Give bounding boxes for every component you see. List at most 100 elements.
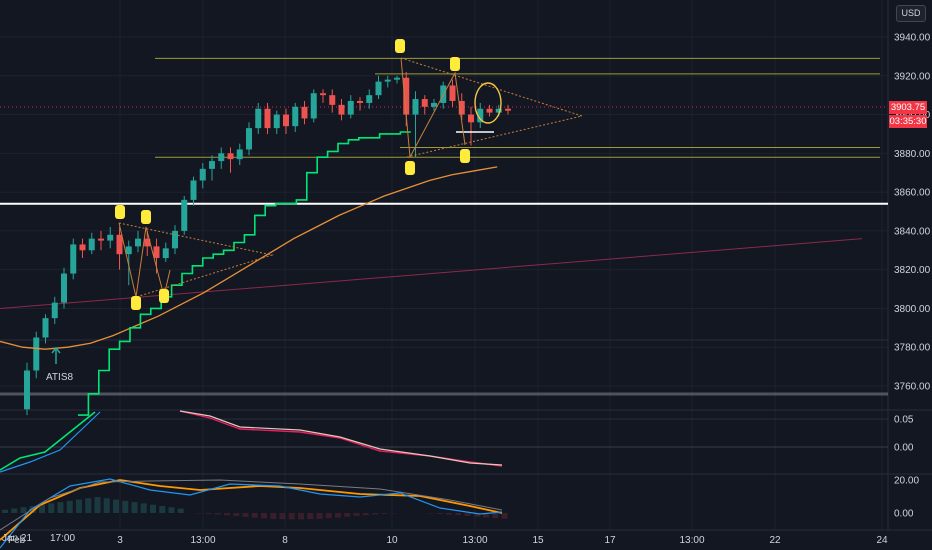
candle-body (384, 79, 391, 82)
histogram-bar (242, 513, 249, 517)
histogram-bar (159, 505, 166, 513)
pivot-marker[interactable] (405, 161, 415, 175)
candle-body (310, 93, 317, 119)
candle-body (79, 244, 86, 251)
candle-body (190, 180, 197, 200)
candle-body (412, 99, 419, 115)
histogram-bar (501, 513, 508, 519)
trend-line (0, 238, 863, 309)
candle-body (107, 234, 114, 241)
candle-body (255, 108, 262, 129)
histogram-bar (122, 500, 129, 513)
candle-body (199, 168, 206, 181)
histogram-bar (177, 508, 184, 513)
histogram-bar (224, 513, 230, 516)
time-tick-label: 13:00 (679, 535, 704, 546)
candle-body (403, 77, 410, 115)
oscillator-line (0, 411, 96, 471)
candle-body (366, 95, 373, 103)
candle-body (218, 153, 225, 162)
bar-countdown-tag: 03:35:30 (889, 115, 927, 128)
pivot-marker[interactable] (395, 39, 405, 53)
histogram-bar (344, 513, 351, 517)
crosshair-date-label: Jan 21 (2, 533, 32, 544)
pivot-marker[interactable] (460, 149, 470, 163)
histogram-bar (362, 513, 369, 516)
candle-body (116, 234, 123, 255)
candle-body (227, 153, 234, 160)
candle-body (329, 95, 336, 105)
candle-body (273, 114, 280, 129)
time-tick-label: 8 (282, 535, 288, 546)
pivot-marker[interactable] (115, 205, 125, 219)
histogram-bar (140, 503, 147, 513)
histogram-bar (94, 497, 101, 513)
histogram-bar (335, 513, 341, 518)
main-price-pane[interactable]: ATIS8 (0, 39, 888, 416)
macd-slow-line (0, 479, 503, 531)
histogram-bar (298, 513, 304, 520)
histogram-bar (261, 513, 267, 519)
candle-body (51, 302, 58, 319)
oscillator-pane[interactable] (0, 410, 888, 473)
macd-pane[interactable] (0, 478, 508, 549)
histogram-bar (455, 513, 462, 516)
pivot-marker[interactable] (450, 57, 460, 71)
candle-body (357, 100, 363, 103)
price-tick-label: 3940.00 (894, 33, 931, 44)
oscillator-pink-line (179, 410, 503, 467)
candle-body (449, 85, 456, 101)
candle-body (347, 100, 354, 115)
candle-body (61, 273, 67, 303)
candle-body (458, 100, 465, 115)
histogram-bar (316, 513, 323, 519)
osc-tick-label: 0.00 (894, 443, 914, 454)
wave-zigzag (118, 222, 171, 298)
histogram-bar (2, 509, 8, 513)
time-tick-label: Feb (8, 535, 26, 546)
candle-body (246, 128, 252, 150)
candle-body (98, 238, 104, 241)
crosshair-time-label: 17:00 (50, 533, 75, 544)
candle-body (264, 108, 271, 129)
candle-body (24, 370, 30, 410)
histogram-bar (48, 503, 55, 513)
histogram-bar (11, 508, 18, 513)
candle-body (33, 337, 40, 371)
time-tick-label: 13:00 (190, 535, 215, 546)
pivot-marker[interactable] (159, 289, 169, 303)
macd-line (0, 478, 503, 549)
histogram-bar (103, 498, 110, 513)
highlight-circle (474, 82, 502, 124)
oscillator-signal (0, 411, 101, 473)
candle-body (375, 81, 382, 96)
candle-body (283, 114, 289, 127)
candle-body (431, 102, 437, 107)
price-axis[interactable]: 3940.003920.003900.003880.003860.003840.… (894, 33, 931, 520)
time-axis[interactable]: Feb 3 13:00 8 10 13:00 15 17 13:00 22 24 Jan 21 17:0… (2, 533, 888, 546)
candle-body (88, 238, 95, 251)
histogram-bar (307, 513, 314, 520)
candle-body (125, 246, 132, 255)
candle-body (172, 230, 178, 249)
histogram-bar (168, 507, 175, 513)
histogram-bar (279, 513, 286, 520)
histogram-bar (436, 513, 443, 514)
time-tick-label: 13:00 (462, 535, 487, 546)
candle-body (468, 114, 474, 123)
price-tick-label: 3800.00 (894, 304, 931, 315)
histogram-bar (39, 504, 45, 513)
histogram-bar (372, 513, 378, 515)
price-tick-label: 3760.00 (894, 382, 931, 393)
moving-average-line (0, 166, 498, 350)
candle-body (477, 108, 484, 123)
histogram-bar (20, 507, 27, 513)
currency-button[interactable]: USD (896, 5, 926, 22)
time-tick-label: 15 (532, 535, 544, 546)
pivot-marker[interactable] (141, 210, 151, 224)
histogram-bar (270, 513, 277, 519)
pivot-marker[interactable] (131, 296, 141, 310)
trailing-stop-line (78, 131, 411, 416)
candle-body (505, 108, 511, 111)
